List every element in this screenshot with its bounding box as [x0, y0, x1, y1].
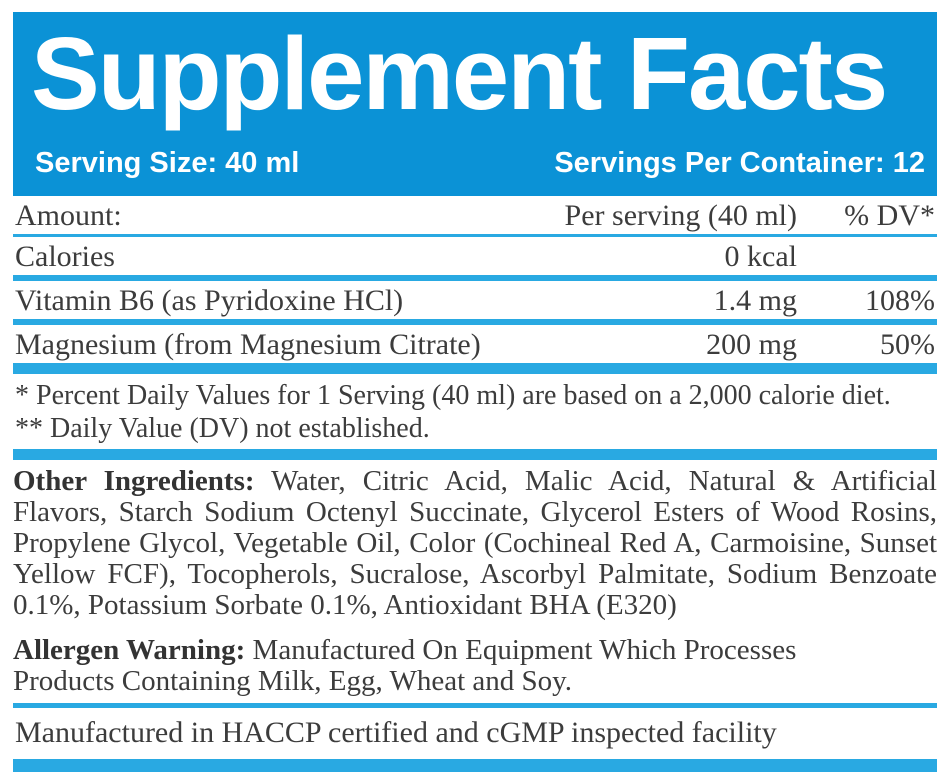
footnote-dv-not-established: ** Daily Value (DV) not established.: [15, 413, 430, 444]
table-row-magnesium: Magnesium (from Magnesium Citrate) 200 m…: [13, 325, 937, 363]
nutrient-dv: 50%: [880, 328, 935, 361]
table-row-vitamin-b6: Vitamin B6 (as Pyridoxine HCl) 1.4 mg 10…: [13, 281, 937, 325]
footnote-daily-values: * Percent Daily Values for 1 Serving (40…: [15, 380, 891, 411]
column-header-per-serving: Per serving (40 ml): [564, 199, 797, 232]
divider-bar: [13, 449, 937, 460]
nutrient-amount: 1.4 mg: [713, 284, 797, 317]
column-header-dv: % DV*: [844, 199, 935, 232]
other-ingredients-label: Other Ingredients:: [13, 465, 255, 497]
allergen-warning-label: Allergen Warning:: [13, 634, 246, 666]
facts-table: Amount: Per serving (40 ml) % DV* Calori…: [13, 196, 937, 363]
nutrient-amount: 0 kcal: [724, 240, 797, 273]
nutrient-name: Calories: [15, 240, 115, 273]
allergen-warning: Allergen Warning: Manufactured On Equipm…: [13, 635, 885, 697]
table-header-row: Amount: Per serving (40 ml) % DV*: [13, 196, 937, 237]
servings-per-container: Servings Per Container: 12: [554, 147, 925, 179]
other-ingredients: Other Ingredients: Water, Citric Acid, M…: [13, 466, 937, 621]
nutrient-name: Vitamin B6 (as Pyridoxine HCl): [15, 284, 404, 317]
other-ingredients-text: Water, Citric Acid, Malic Acid, Natural …: [13, 465, 937, 621]
facility-note: Manufactured in HACCP certified and cGMP…: [15, 716, 777, 749]
nutrient-amount: 200 mg: [706, 328, 797, 361]
nutrient-dv: 108%: [865, 284, 935, 317]
table-row-calories: Calories 0 kcal: [13, 237, 937, 281]
column-header-amount: Amount:: [15, 199, 122, 232]
nutrient-name: Magnesium (from Magnesium Citrate): [15, 328, 481, 361]
allergen-warning-text: Manufactured On Equipment Which Processe…: [13, 634, 797, 697]
bottom-bar: [13, 759, 937, 772]
footnotes: * Percent Daily Values for 1 Serving (40…: [13, 374, 937, 449]
divider-bar: [13, 363, 937, 374]
panel-title: Supplement Facts: [31, 16, 888, 131]
serving-info-row: Serving Size: 40 ml Servings Per Contain…: [35, 147, 925, 180]
header-panel: Supplement Facts Serving Size: 40 ml Ser…: [13, 12, 937, 196]
divider-line: [13, 703, 937, 708]
serving-size: Serving Size: 40 ml: [35, 147, 300, 179]
